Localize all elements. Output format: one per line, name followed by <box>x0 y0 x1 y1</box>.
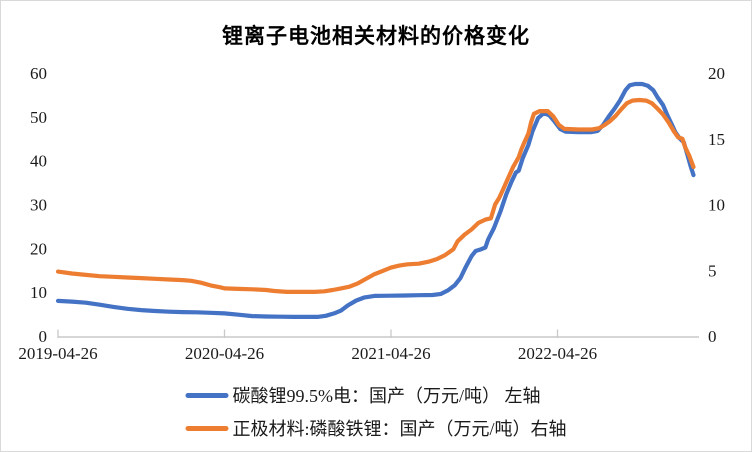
right-axis-label: 10 <box>708 196 725 215</box>
right-axis-label: 5 <box>708 261 717 280</box>
x-axis-label: 2021-04-26 <box>351 344 430 363</box>
right-axis-label: 15 <box>708 130 725 149</box>
legend-label-lithium-carbonate: 碳酸锂99.5%电：国产（万元/吨） 左轴 <box>232 386 541 406</box>
legend-item-lfp-cathode: 正极材料:磷酸铁锂：国产（万元/吨）右轴 <box>185 415 567 441</box>
right-axis-label: 20 <box>708 64 725 83</box>
x-axis-label: 2022-04-26 <box>518 344 597 363</box>
left-axis-label: 0 <box>39 327 48 346</box>
chart-legend: 碳酸锂99.5%电：国产（万元/吨） 左轴 正极材料:磷酸铁锂：国产（万元/吨）… <box>185 382 567 441</box>
right-axis-label: 0 <box>708 327 717 346</box>
left-axis-label: 50 <box>30 108 47 127</box>
legend-swatch-orange-line <box>185 425 229 431</box>
left-axis-label: 10 <box>30 283 47 302</box>
chart-title: 锂离子电池相关材料的价格变化 <box>222 24 530 48</box>
legend-item-lithium-carbonate: 碳酸锂99.5%电：国产（万元/吨） 左轴 <box>185 382 540 408</box>
left-axis-label: 40 <box>30 152 47 171</box>
series-line-lithium-carbonate <box>55 81 696 319</box>
x-axis-label: 2020-04-26 <box>185 344 264 363</box>
legend-label-lfp-cathode: 正极材料:磷酸铁锂：国产（万元/吨）右轴 <box>232 419 567 439</box>
left-axis-label: 20 <box>30 239 47 258</box>
left-axis-label: 60 <box>30 64 47 83</box>
x-axis-label: 2019-04-26 <box>18 344 97 363</box>
series-line-lfp-cathode <box>55 97 696 294</box>
legend-swatch-blue-line <box>185 392 229 398</box>
left-axis-label: 30 <box>30 196 47 215</box>
